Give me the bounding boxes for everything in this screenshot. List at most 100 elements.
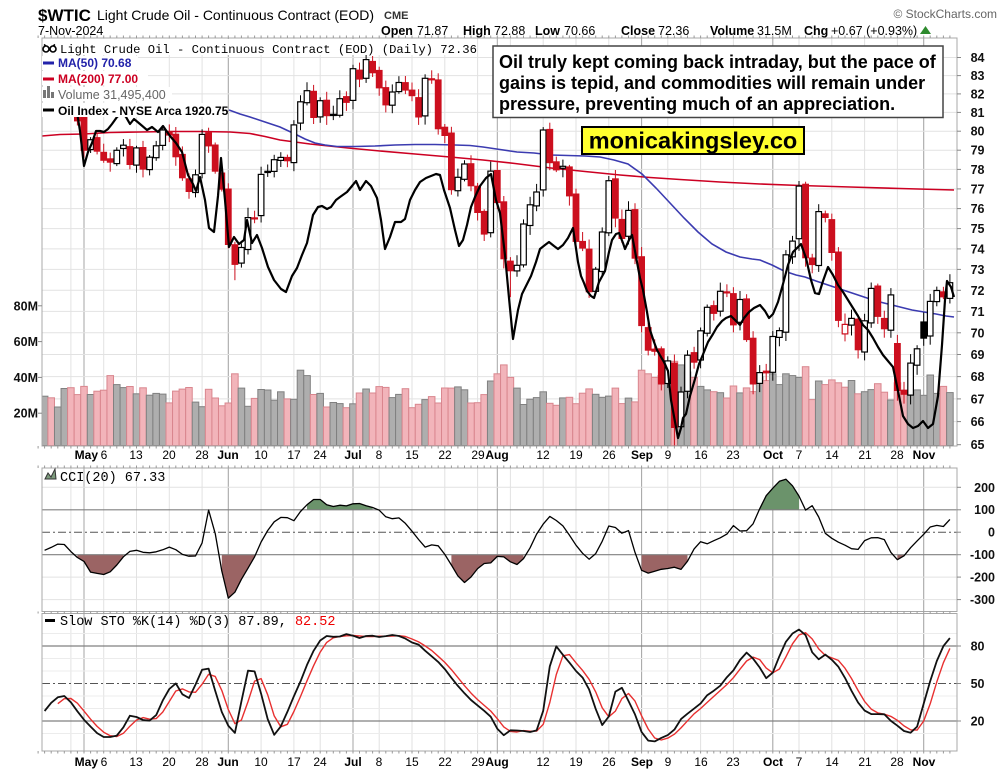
svg-text:66: 66 xyxy=(971,415,985,429)
svg-text:22: 22 xyxy=(438,755,452,769)
svg-text:13: 13 xyxy=(129,448,143,462)
svg-text:Jul: Jul xyxy=(344,755,361,769)
svg-text:Oct: Oct xyxy=(763,755,783,769)
svg-text:Jun: Jun xyxy=(217,755,238,769)
svg-text:80: 80 xyxy=(971,125,985,139)
svg-text:26: 26 xyxy=(602,755,616,769)
svg-text:77: 77 xyxy=(971,182,985,196)
svg-text:73: 73 xyxy=(971,263,985,277)
svg-text:28: 28 xyxy=(890,755,904,769)
svg-text:28: 28 xyxy=(195,448,209,462)
svg-text:75: 75 xyxy=(971,222,985,236)
svg-text:-200: -200 xyxy=(970,571,995,585)
svg-text:67: 67 xyxy=(971,392,985,406)
svg-text:Jun: Jun xyxy=(217,448,238,462)
svg-text:Nov: Nov xyxy=(913,755,936,769)
svg-text:13: 13 xyxy=(129,755,143,769)
svg-text:MA(50) 70.68: MA(50) 70.68 xyxy=(58,56,132,70)
svg-text:80M: 80M xyxy=(14,299,38,313)
svg-text:31.5M: 31.5M xyxy=(757,24,792,38)
svg-text:Oil Index - NYSE Arca 1920.75: Oil Index - NYSE Arca 1920.75 xyxy=(58,104,229,118)
svg-text:72.36: 72.36 xyxy=(658,24,689,38)
svg-text:60M: 60M xyxy=(14,335,38,349)
svg-text:20: 20 xyxy=(162,448,176,462)
svg-text:-100: -100 xyxy=(970,548,995,562)
svg-text:28: 28 xyxy=(890,448,904,462)
svg-text:7: 7 xyxy=(796,448,803,462)
svg-text:10: 10 xyxy=(254,755,268,769)
svg-text:17: 17 xyxy=(287,755,301,769)
svg-text:40M: 40M xyxy=(14,371,38,385)
svg-text:19: 19 xyxy=(569,448,583,462)
svg-text:9: 9 xyxy=(665,755,672,769)
svg-text:monicakingsley.co: monicakingsley.co xyxy=(589,128,798,154)
svg-text:29: 29 xyxy=(471,755,485,769)
svg-text:12: 12 xyxy=(536,755,550,769)
svg-text:29: 29 xyxy=(471,448,485,462)
svg-text:9: 9 xyxy=(665,448,672,462)
svg-text:16: 16 xyxy=(694,448,708,462)
svg-text:Close: Close xyxy=(621,24,655,38)
svg-text:pressure, preventing much of a: pressure, preventing much of an apprecia… xyxy=(499,94,895,114)
svg-text:84: 84 xyxy=(971,51,985,65)
svg-text:14: 14 xyxy=(825,448,839,462)
svg-text:21: 21 xyxy=(858,448,872,462)
svg-text:Volume 31,495,400: Volume 31,495,400 xyxy=(58,88,166,102)
svg-text:Oct: Oct xyxy=(763,448,783,462)
svg-text:74: 74 xyxy=(971,242,985,256)
svg-text:10: 10 xyxy=(254,448,268,462)
svg-text:200: 200 xyxy=(974,481,995,495)
svg-text:71: 71 xyxy=(971,305,985,319)
svg-text:72: 72 xyxy=(971,284,985,298)
svg-text:20: 20 xyxy=(971,715,985,729)
svg-text:May: May xyxy=(75,755,99,769)
svg-text:22: 22 xyxy=(438,448,452,462)
svg-text:81: 81 xyxy=(971,106,985,120)
svg-text:Light Crude Oil - Continuous C: Light Crude Oil - Continuous Contract (E… xyxy=(97,7,374,23)
svg-text:MA(200) 77.00: MA(200) 77.00 xyxy=(58,72,138,86)
svg-text:Chg: Chg xyxy=(804,24,828,38)
svg-text:28: 28 xyxy=(195,755,209,769)
svg-text:+0.67 (+0.93%): +0.67 (+0.93%) xyxy=(831,24,917,38)
svg-text:79: 79 xyxy=(971,144,985,158)
svg-text:24: 24 xyxy=(313,755,327,769)
svg-text:May: May xyxy=(75,448,99,462)
svg-text:Aug: Aug xyxy=(485,448,508,462)
svg-text:High: High xyxy=(463,24,491,38)
svg-text:70: 70 xyxy=(971,326,985,340)
svg-text:Sep: Sep xyxy=(631,448,653,462)
svg-text:76: 76 xyxy=(971,202,985,216)
svg-text:Jul: Jul xyxy=(344,448,361,462)
svg-text:70.66: 70.66 xyxy=(564,24,595,38)
svg-text:© StockCharts.com: © StockCharts.com xyxy=(893,7,997,21)
svg-text:82: 82 xyxy=(971,87,985,101)
svg-text:100: 100 xyxy=(974,503,995,517)
svg-text:Slow STO %K(14) %D(3) 87.89, 8: Slow STO %K(14) %D(3) 87.89, 82.52 xyxy=(60,615,335,630)
svg-text:6: 6 xyxy=(101,755,108,769)
svg-text:CME: CME xyxy=(384,10,408,22)
svg-text:21: 21 xyxy=(858,755,872,769)
svg-text:16: 16 xyxy=(694,755,708,769)
svg-text:65: 65 xyxy=(971,438,985,452)
svg-text:Light Crude Oil - Continuous C: Light Crude Oil - Continuous Contract (E… xyxy=(60,43,477,57)
svg-text:83: 83 xyxy=(971,69,985,83)
svg-text:Aug: Aug xyxy=(485,755,508,769)
svg-text:23: 23 xyxy=(726,755,740,769)
svg-text:Sep: Sep xyxy=(631,755,653,769)
svg-text:15: 15 xyxy=(405,755,419,769)
svg-text:Oil truly kept coming back int: Oil truly kept coming back intraday, but… xyxy=(499,52,937,72)
svg-text:gains is tepid, and commoditie: gains is tepid, and commodities will rem… xyxy=(499,73,925,93)
svg-text:15: 15 xyxy=(405,448,419,462)
svg-text:7-Nov-2024: 7-Nov-2024 xyxy=(38,24,103,38)
svg-text:7: 7 xyxy=(796,755,803,769)
svg-text:8: 8 xyxy=(376,755,383,769)
svg-text:Open: Open xyxy=(381,24,413,38)
svg-text:12: 12 xyxy=(536,448,550,462)
svg-text:0: 0 xyxy=(988,526,995,540)
svg-text:71.87: 71.87 xyxy=(417,24,448,38)
svg-text:-300: -300 xyxy=(970,593,995,607)
svg-text:50: 50 xyxy=(971,677,985,691)
svg-text:Nov: Nov xyxy=(913,448,936,462)
svg-text:19: 19 xyxy=(569,755,583,769)
svg-text:24: 24 xyxy=(313,448,327,462)
